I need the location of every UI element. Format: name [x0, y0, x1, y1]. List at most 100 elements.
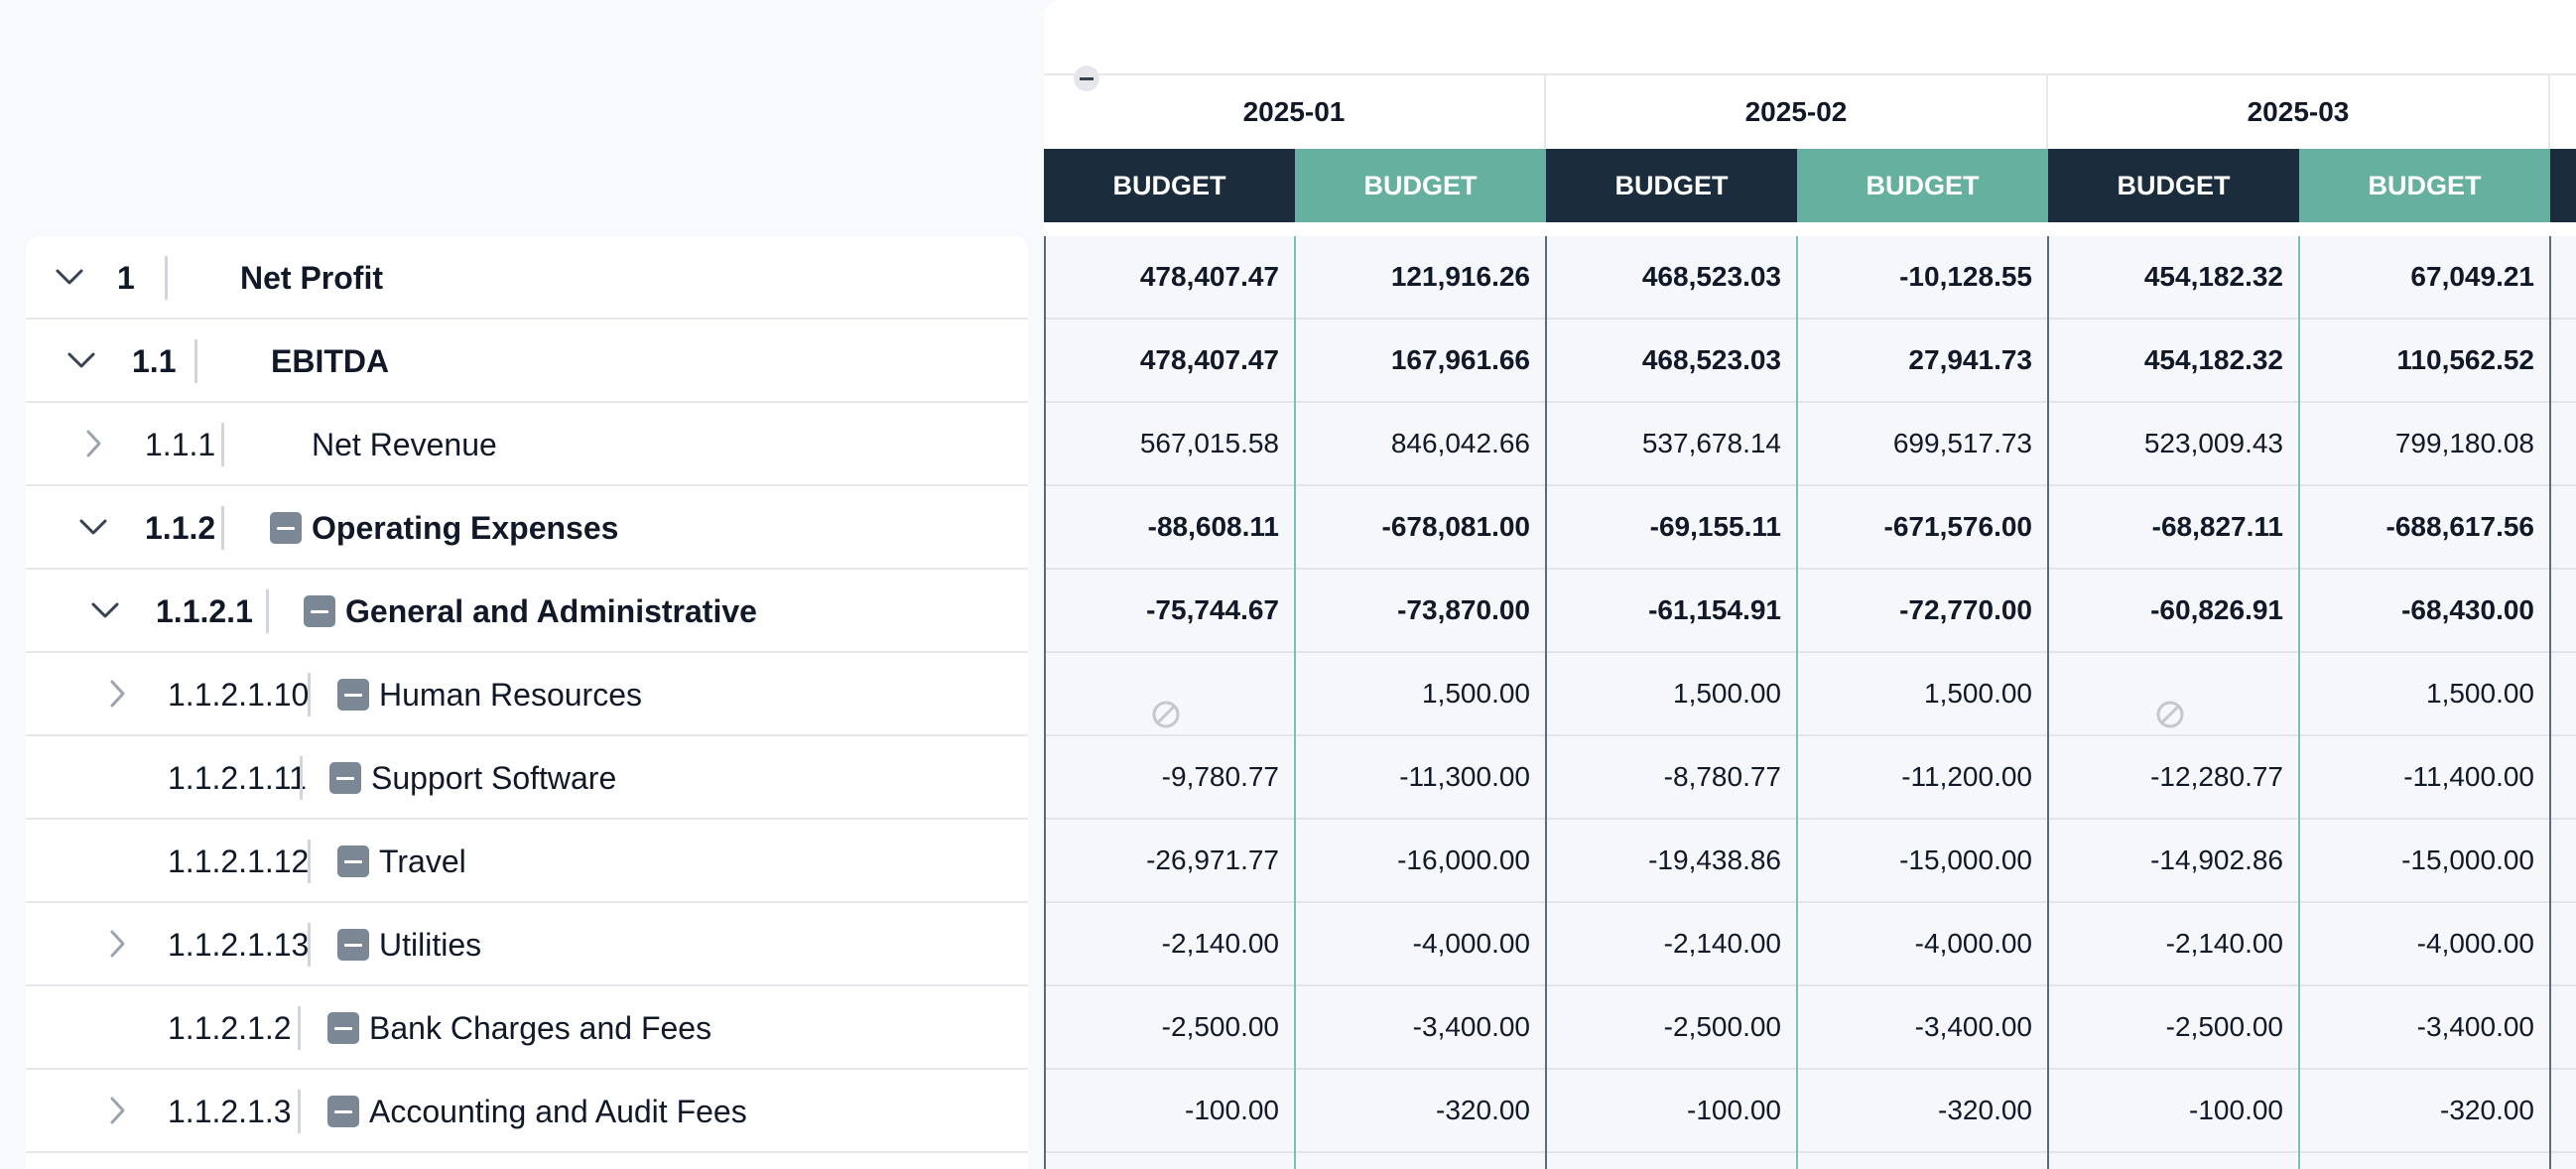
- value-cell[interactable]: -10,128.55: [1899, 261, 2032, 292]
- value-cell[interactable]: -3,400.00: [1412, 1011, 1530, 1042]
- minus-icon[interactable]: [337, 929, 369, 961]
- value-cell[interactable]: -3,400.00: [2416, 1011, 2534, 1042]
- value-cell[interactable]: [2048, 653, 2299, 734]
- value-cell[interactable]: 167,961.66: [1390, 344, 1530, 375]
- chevron-right-icon[interactable]: [97, 924, 137, 964]
- value-cell[interactable]: -320.00: [1436, 1095, 1530, 1125]
- tree-row[interactable]: 1.1.2.1.10 Human Resources: [26, 653, 1028, 736]
- budget-column-header[interactable]: BUDGET: [1044, 149, 1295, 222]
- minus-icon[interactable]: [337, 845, 369, 877]
- chevron-right-icon[interactable]: [73, 424, 113, 463]
- minus-icon[interactable]: [329, 762, 361, 794]
- value-cell[interactable]: -2,140.00: [1161, 928, 1279, 959]
- chevron-right-icon[interactable]: [97, 1091, 137, 1130]
- tree-row[interactable]: 1 Net Profit: [26, 236, 1028, 320]
- tree-row[interactable]: 1.1 EBITDA: [26, 320, 1028, 403]
- value-cell[interactable]: -12,280.77: [2150, 761, 2283, 792]
- tree-row[interactable]: 1.1.2.1.13 Utilities: [26, 903, 1028, 986]
- value-cell[interactable]: 1,500.00: [2426, 678, 2534, 709]
- tree-row[interactable]: 1.1.1 Net Revenue: [26, 403, 1028, 486]
- value-cell[interactable]: 523,009.43: [2143, 428, 2283, 458]
- value-cell[interactable]: -61,154.91: [1648, 594, 1781, 625]
- value-cell[interactable]: -671,576.00: [1883, 511, 2032, 542]
- minus-icon[interactable]: [270, 512, 302, 544]
- value-cell[interactable]: -8,780.77: [1663, 761, 1781, 792]
- tree-row[interactable]: 1.1.2.1 General and Administrative: [26, 570, 1028, 653]
- value-cell[interactable]: 468,523.03: [1641, 261, 1781, 292]
- collapse-all-button[interactable]: [1074, 65, 1099, 91]
- value-cell[interactable]: -26,971.77: [1146, 844, 1279, 875]
- value-cell[interactable]: 454,182.32: [2143, 344, 2283, 375]
- value-cell[interactable]: 567,015.58: [1139, 428, 1279, 458]
- value-cell[interactable]: -320.00: [2440, 1095, 2534, 1125]
- value-cell[interactable]: -60,826.91: [2150, 594, 2283, 625]
- chevron-down-icon[interactable]: [50, 257, 89, 297]
- value-cell[interactable]: -100.00: [1185, 1095, 1279, 1125]
- minus-icon[interactable]: [327, 1096, 359, 1127]
- budget-column-header[interactable]: BUDGET: [1797, 149, 2048, 222]
- minus-icon[interactable]: [304, 595, 335, 627]
- value-cell[interactable]: 454,182.32: [2143, 261, 2283, 292]
- value-cell[interactable]: 27,941.73: [1908, 344, 2032, 375]
- value-cell[interactable]: -4,000.00: [2416, 928, 2534, 959]
- tree-row[interactable]: 1.1.2.1.12 Travel: [26, 820, 1028, 903]
- chevron-down-icon[interactable]: [62, 340, 101, 380]
- value-cell[interactable]: 799,180.08: [2394, 428, 2534, 458]
- value-cell[interactable]: 537,678.14: [1641, 428, 1781, 458]
- tree-row[interactable]: 1.1.2.1.11 Support Software: [26, 736, 1028, 820]
- value-cell[interactable]: -2,140.00: [1663, 928, 1781, 959]
- tree-row[interactable]: 1.1.2 Operating Expenses: [26, 486, 1028, 570]
- value-cell[interactable]: 1,500.00: [1673, 678, 1781, 709]
- value-cell[interactable]: -16,000.00: [1397, 844, 1530, 875]
- value-cell[interactable]: -75,744.67: [1146, 594, 1279, 625]
- value-cell[interactable]: 846,042.66: [1390, 428, 1530, 458]
- value-cell[interactable]: -72,770.00: [1899, 594, 2032, 625]
- value-cell[interactable]: -69,155.11: [1649, 511, 1781, 542]
- value-cell[interactable]: -88,608.11: [1147, 511, 1279, 542]
- value-cell[interactable]: -2,500.00: [1663, 1011, 1781, 1042]
- value-cell[interactable]: -14,902.86: [2150, 844, 2283, 875]
- value-cell[interactable]: -68,827.11: [2151, 511, 2283, 542]
- value-cell[interactable]: -15,000.00: [1899, 844, 2032, 875]
- value-cell[interactable]: -9,780.77: [1161, 761, 1279, 792]
- value-cell[interactable]: -11,200.00: [1901, 761, 2032, 792]
- value-cell[interactable]: 478,407.47: [1139, 344, 1279, 375]
- value-cell[interactable]: -11,400.00: [2403, 761, 2534, 792]
- value-cell[interactable]: 1,500.00: [1422, 678, 1530, 709]
- budget-column-header[interactable]: BUDGET: [2048, 149, 2299, 222]
- tree-row[interactable]: 1.1.2.1.3 Accounting and Audit Fees: [26, 1070, 1028, 1153]
- value-cell[interactable]: -688,617.56: [2385, 511, 2534, 542]
- minus-icon[interactable]: [327, 1012, 359, 1044]
- tree-row[interactable]: 1.1.2.1.2 Bank Charges and Fees: [26, 986, 1028, 1070]
- value-cell[interactable]: -4,000.00: [1914, 928, 2032, 959]
- value-cell[interactable]: -100.00: [2189, 1095, 2283, 1125]
- value-cell[interactable]: -11,300.00: [1399, 761, 1530, 792]
- budget-column-header[interactable]: BUDGET: [1546, 149, 1797, 222]
- value-cell[interactable]: -2,500.00: [1161, 1011, 1279, 1042]
- value-cell[interactable]: 67,049.21: [2410, 261, 2534, 292]
- value-cell[interactable]: -100.00: [1687, 1095, 1781, 1125]
- value-cell[interactable]: -3,400.00: [1914, 1011, 2032, 1042]
- chevron-down-icon[interactable]: [73, 507, 113, 547]
- value-cell[interactable]: 699,517.73: [1892, 428, 2032, 458]
- value-cell[interactable]: 1,500.00: [1924, 678, 2032, 709]
- value-cell[interactable]: -2,140.00: [2165, 928, 2283, 959]
- value-cell[interactable]: 121,916.26: [1390, 261, 1530, 292]
- value-cell[interactable]: -4,000.00: [1412, 928, 1530, 959]
- minus-icon[interactable]: [337, 679, 369, 711]
- value-cell[interactable]: -678,081.00: [1381, 511, 1530, 542]
- value-cell[interactable]: [1044, 653, 1295, 734]
- chevron-down-icon[interactable]: [85, 590, 125, 630]
- value-cell[interactable]: 468,523.03: [1641, 344, 1781, 375]
- budget-column-header[interactable]: BUDGET: [1295, 149, 1546, 222]
- value-cell[interactable]: -320.00: [1938, 1095, 2032, 1125]
- value-cell[interactable]: -19,438.86: [1648, 844, 1781, 875]
- value-cell[interactable]: -15,000.00: [2401, 844, 2534, 875]
- value-cell[interactable]: -73,870.00: [1397, 594, 1530, 625]
- chevron-right-icon[interactable]: [97, 674, 137, 714]
- value-cell[interactable]: 478,407.47: [1139, 261, 1279, 292]
- value-cell[interactable]: -68,430.00: [2401, 594, 2534, 625]
- value-cell[interactable]: 110,562.52: [2396, 344, 2534, 375]
- budget-column-header[interactable]: BUDGET: [2299, 149, 2550, 222]
- value-cell[interactable]: -2,500.00: [2165, 1011, 2283, 1042]
